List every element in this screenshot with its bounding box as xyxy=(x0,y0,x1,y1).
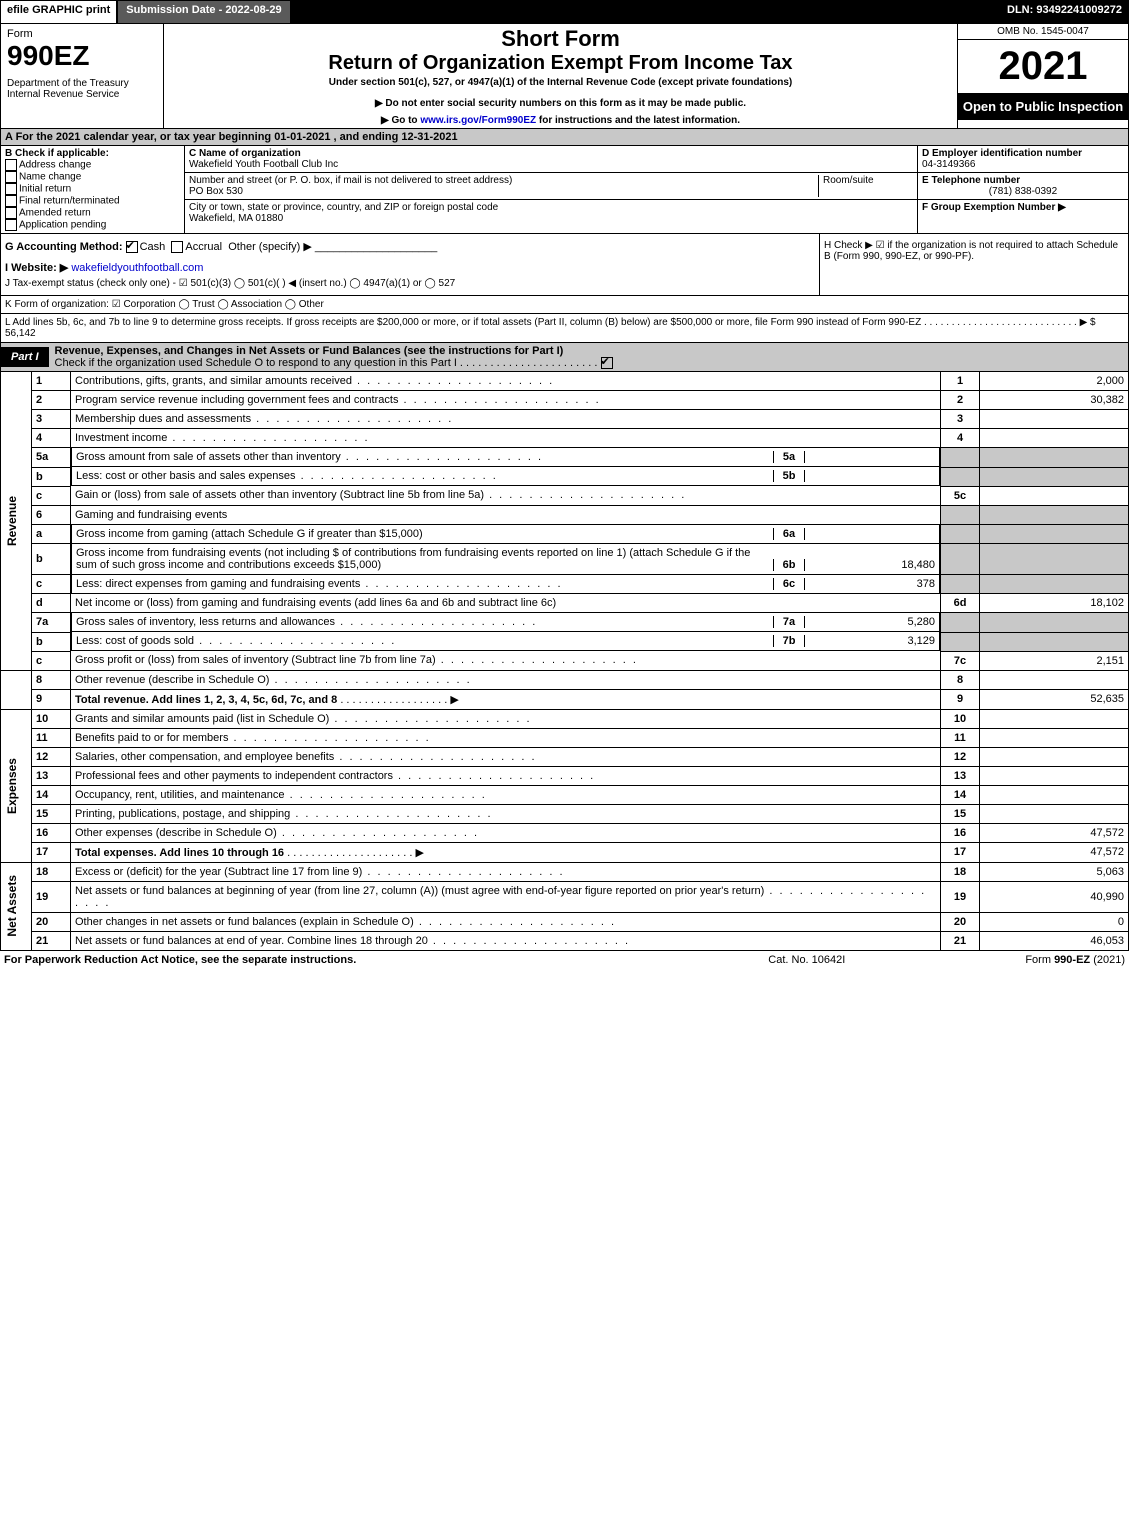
website-link[interactable]: wakefieldyouthfootball.com xyxy=(71,262,203,274)
part-1-title: Revenue, Expenses, and Changes in Net As… xyxy=(55,345,564,357)
page-footer: For Paperwork Reduction Act Notice, see … xyxy=(0,951,1129,969)
top-bar: efile GRAPHIC print Submission Date - 20… xyxy=(0,0,1129,24)
row-g: G Accounting Method: Cash Accrual Other … xyxy=(5,240,815,253)
under-section: Under section 501(c), 527, or 4947(a)(1)… xyxy=(174,77,947,88)
short-form-title: Short Form xyxy=(174,26,947,52)
part-1-label: Part I xyxy=(1,347,49,367)
dln: DLN: 93492241009272 xyxy=(1001,1,1128,23)
ssn-note: ▶ Do not enter social security numbers o… xyxy=(174,98,947,109)
check-application-pending[interactable]: Application pending xyxy=(5,219,180,231)
submission-date: Submission Date - 2022-08-29 xyxy=(118,1,291,23)
schedule-o-check[interactable] xyxy=(601,357,613,369)
efile-print[interactable]: efile GRAPHIC print xyxy=(1,1,118,23)
return-title: Return of Organization Exempt From Incom… xyxy=(174,52,947,75)
street-label: Number and street (or P. O. box, if mail… xyxy=(189,175,512,186)
check-address-change[interactable]: Address change xyxy=(5,159,180,171)
section-a: A For the 2021 calendar year, or tax yea… xyxy=(0,129,1129,146)
city-state-zip: Wakefield, MA 01880 xyxy=(189,213,283,224)
phone-label: E Telephone number xyxy=(922,175,1020,186)
room-suite-label: Room/suite xyxy=(818,175,913,197)
row-i: I Website: ▶ wakefieldyouthfootball.com xyxy=(5,261,815,274)
row-k: K Form of organization: ☑ Corporation ◯ … xyxy=(0,296,1129,314)
dept-treasury: Department of the Treasury Internal Reve… xyxy=(7,78,157,100)
part-1-table: Revenue 1Contributions, gifts, grants, a… xyxy=(0,372,1129,951)
check-accrual[interactable] xyxy=(171,241,183,253)
footer-center: Cat. No. 10642I xyxy=(768,954,845,966)
ein-value: 04-3149366 xyxy=(922,159,975,170)
open-public: Open to Public Inspection xyxy=(958,93,1128,120)
footer-right: Form 990-EZ (2021) xyxy=(1025,954,1125,966)
check-final-return[interactable]: Final return/terminated xyxy=(5,195,180,207)
street-address: PO Box 530 xyxy=(189,186,243,197)
goto-note: ▶ Go to www.irs.gov/Form990EZ for instru… xyxy=(174,115,947,126)
expenses-label: Expenses xyxy=(5,758,19,814)
check-amended-return[interactable]: Amended return xyxy=(5,207,180,219)
group-exemption-label: F Group Exemption Number ▶ xyxy=(922,202,1066,213)
footer-left: For Paperwork Reduction Act Notice, see … xyxy=(4,954,356,966)
row-l: L Add lines 5b, 6c, and 7b to line 9 to … xyxy=(0,314,1129,343)
phone-value: (781) 838-0392 xyxy=(922,186,1124,197)
city-label: City or town, state or province, country… xyxy=(189,202,498,213)
tax-year: 2021 xyxy=(958,40,1128,93)
irs-link[interactable]: www.irs.gov/Form990EZ xyxy=(420,115,536,126)
b-title: B Check if applicable: xyxy=(5,148,180,159)
omb-number: OMB No. 1545-0047 xyxy=(958,24,1128,40)
revenue-label: Revenue xyxy=(5,496,19,546)
org-info-block: B Check if applicable: Address change Na… xyxy=(0,146,1129,234)
form-label: Form xyxy=(7,28,157,40)
check-initial-return[interactable]: Initial return xyxy=(5,183,180,195)
check-cash[interactable] xyxy=(126,241,138,253)
part-1-header: Part I Revenue, Expenses, and Changes in… xyxy=(0,343,1129,372)
ein-label: D Employer identification number xyxy=(922,148,1082,159)
org-name: Wakefield Youth Football Club Inc xyxy=(189,159,338,170)
part-1-subtitle: Check if the organization used Schedule … xyxy=(55,357,457,369)
form-header: Form 990EZ Department of the Treasury In… xyxy=(0,24,1129,129)
check-name-change[interactable]: Name change xyxy=(5,171,180,183)
row-j: J Tax-exempt status (check only one) - ☑… xyxy=(5,278,815,289)
net-assets-label: Net Assets xyxy=(5,875,19,937)
c-label: C Name of organization xyxy=(189,148,301,159)
form-number: 990EZ xyxy=(7,40,157,72)
row-h: H Check ▶ ☑ if the organization is not r… xyxy=(820,234,1128,295)
